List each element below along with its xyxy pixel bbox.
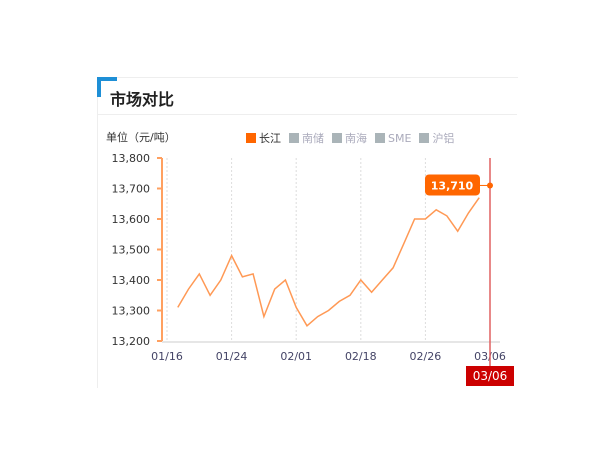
legend: 长江 南储 南海 SME 沪铝 [246,130,454,146]
x-tick-label: 01/24 [216,350,248,363]
legend-swatch [289,133,299,143]
legend-label: 南储 [302,132,324,145]
market-comparison-panel [97,77,518,388]
legend-swatch [419,133,430,143]
series-line [177,197,480,327]
y-tick-label: 13,800 [112,152,151,165]
legend-label: 南海 [345,132,367,145]
legend-item[interactable]: 南海 [332,130,367,146]
y-tick-label: 13,200 [112,335,151,348]
panel-title: 市场对比 [110,90,175,109]
legend-label: 长江 [259,132,281,145]
legend-swatch [375,133,385,143]
legend-item[interactable]: 沪铝 [419,130,454,146]
legend-item[interactable]: 长江 [246,130,281,146]
tooltip-box [425,174,480,196]
x-tick-label: 02/01 [280,350,312,363]
legend-swatch [332,133,342,143]
crosshair-date-box [466,366,514,386]
y-tick-label: 13,700 [112,183,151,196]
legend-swatch [246,133,256,143]
y-tick-label: 13,500 [112,244,151,257]
legend-label: 沪铝 [432,132,455,145]
tooltip-value: 13,710 [431,179,474,192]
y-tick-label: 13,300 [112,305,151,318]
crosshair-date: 03/06 [473,369,508,383]
x-tick-label: 01/16 [151,350,183,363]
unit-label: 单位（元/吨） [106,131,176,144]
y-tick-label: 13,600 [112,213,151,226]
legend-item[interactable]: SME [375,130,411,146]
x-tick-label: 02/18 [345,350,377,363]
legend-label: SME [388,131,412,145]
divider [98,114,517,115]
y-tick-label: 13,400 [112,274,151,287]
title-accent [97,77,117,97]
legend-item[interactable]: 南储 [289,130,324,146]
x-tick-label: 02/26 [410,350,442,363]
